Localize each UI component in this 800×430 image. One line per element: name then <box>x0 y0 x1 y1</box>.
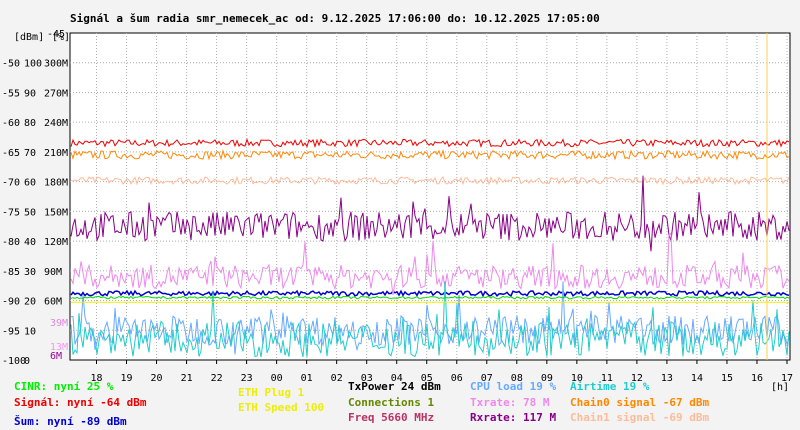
legend-entry: TxPower 24 dBm <box>348 380 441 393</box>
series-line-8 <box>70 295 790 300</box>
x-tick-label: 00 <box>271 373 283 384</box>
y-tick-pct: 70 <box>24 148 36 159</box>
y-tick-pct: 60 <box>24 178 36 189</box>
series-line-2 <box>70 175 790 186</box>
series-lines <box>70 137 790 358</box>
x-tick-label: 04 <box>391 373 403 384</box>
x-tick-label: 17 <box>781 373 793 384</box>
legend: CINR: nyní 25 % Signál: nyní -64 dBm Šum: … <box>14 380 709 428</box>
series-line-1 <box>70 148 790 161</box>
hour-unit-label: [h] <box>771 382 789 393</box>
y-tick-pct: 50 <box>24 207 36 218</box>
legend-entry: Freq 5660 MHz <box>348 411 434 424</box>
legend-entry: ETH Plug 1 <box>238 386 305 399</box>
y-tick-dbm: -60 <box>2 118 20 129</box>
legend-entry: Chain1 signal -69 dBm <box>570 411 709 424</box>
x-tick-label: 07 <box>481 373 493 384</box>
y-tick-pct: 40 <box>24 237 36 248</box>
pct-unit-label: [%] <box>52 32 70 43</box>
dbm-unit-label: [dBm] <box>14 32 44 43</box>
x-tick-label: 03 <box>361 373 373 384</box>
legend-entry: Chain0 signal -67 dBm <box>570 396 709 409</box>
x-tick-label: 14 <box>691 373 703 384</box>
y-tick-dbm: -55 <box>2 88 20 99</box>
x-tick-label: 19 <box>121 373 133 384</box>
low-rate-label: 13M <box>50 342 68 353</box>
y-tick-pct: 0 <box>24 356 30 367</box>
x-tick-label: 08 <box>511 373 523 384</box>
y-tick-dbm: -75 <box>2 207 20 218</box>
x-tick-label: 18 <box>91 373 103 384</box>
x-tick-label: 11 <box>601 373 613 384</box>
y-tick-dbm: -90 <box>2 297 20 308</box>
x-tick-label: 02 <box>331 373 343 384</box>
legend-entry: Airtime 19 % <box>570 380 650 393</box>
x-tick-label: 16 <box>751 373 763 384</box>
y-tick-dbm: -50 <box>2 59 20 70</box>
y-tick-dbm: -85 <box>2 267 20 278</box>
plot-area <box>69 32 791 361</box>
x-tick-label: 10 <box>571 373 583 384</box>
y-tick-dbm: -100 <box>2 356 26 367</box>
x-tick-label: 23 <box>241 373 253 384</box>
y-tick-rate: 150M <box>44 207 68 218</box>
x-tick-label: 09 <box>541 373 553 384</box>
y-tick-rate: 210M <box>44 148 68 159</box>
x-tick-label: 21 <box>181 373 193 384</box>
y-tick-dbm: -95 <box>2 326 20 337</box>
x-axis-labels: 18 19 20 21 22 23 00 01 02 03 04 05 06 07 08 09 10 11 12 13… <box>91 373 794 384</box>
legend-entry: Rxrate: 117 M <box>470 411 556 424</box>
y-tick-rate: 180M <box>44 178 68 189</box>
y-tick-dbm: -80 <box>2 237 20 248</box>
y-tick-rate: 240M <box>44 118 68 129</box>
low-rate-label: 6M <box>50 351 62 362</box>
series-line-7 <box>70 281 790 358</box>
y-tick-pct: 80 <box>24 118 36 129</box>
legend-entry: Signál: nyní -64 dBm <box>14 396 147 409</box>
y-axis-labels: -45-50 100 300M-55 90 270M-60 80 240M-65 70 210M… <box>2 29 68 367</box>
series-line-3 <box>70 289 790 298</box>
y-tick-rate: 90M <box>44 267 62 278</box>
low-rate-label: 39M <box>50 318 68 329</box>
x-tick-label: 06 <box>451 373 463 384</box>
y-tick-pct: 90 <box>24 88 36 99</box>
x-tick-label: 01 <box>301 373 313 384</box>
series-line-6 <box>70 281 790 355</box>
y-tick-rate: 60M <box>44 297 62 308</box>
x-tick-label: 20 <box>151 373 163 384</box>
y-tick-dbm: -70 <box>2 178 20 189</box>
y-tick-pct: 30 <box>24 267 36 278</box>
legend-entry: CPU load 19 % <box>470 380 556 393</box>
legend-entry: CINR: nyní 25 % <box>14 380 114 393</box>
y-tick-dbm: -65 <box>2 148 20 159</box>
legend-entry: Txrate: 78 M <box>470 396 550 409</box>
x-tick-label: 22 <box>211 373 223 384</box>
y-tick-pct: 100 <box>24 59 42 70</box>
y-tick-rate: 270M <box>44 88 68 99</box>
legend-entry: Šum: nyní -89 dBm <box>14 415 127 428</box>
chart-title: Signál a šum radia smr_nemecek_ac od: 9.… <box>70 12 600 25</box>
series-line-0 <box>70 137 790 149</box>
y-tick-rate: 300M <box>44 59 68 70</box>
x-tick-label: 13 <box>661 373 673 384</box>
y-tick-rate: 120M <box>44 237 68 248</box>
x-tick-label: 05 <box>421 373 433 384</box>
y-tick-pct: 10 <box>24 326 36 337</box>
x-tick-label: 12 <box>631 373 643 384</box>
x-tick-label: 15 <box>721 373 733 384</box>
y-tick-pct: 20 <box>24 297 36 308</box>
y-tick-dbm: -45 <box>47 29 65 40</box>
legend-entry: Connections 1 <box>348 396 434 409</box>
series-line-5 <box>70 232 790 296</box>
legend-entry: ETH Speed 100 <box>238 401 324 414</box>
